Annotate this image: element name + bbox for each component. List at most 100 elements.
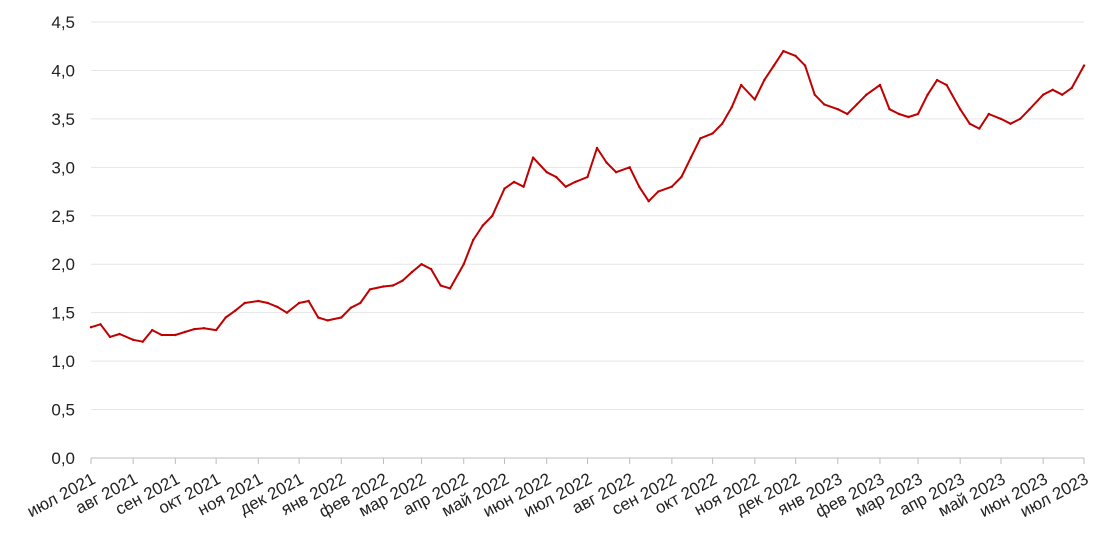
data-point — [503, 187, 506, 190]
data-point — [586, 175, 589, 179]
data-point — [326, 319, 329, 322]
data-point — [595, 146, 599, 150]
data-point — [878, 83, 882, 87]
data-point — [888, 108, 891, 111]
data-point — [935, 78, 939, 82]
data-point — [183, 330, 187, 334]
data-point — [401, 279, 404, 282]
data-point — [959, 108, 962, 111]
data-point — [794, 54, 797, 58]
data-point — [512, 180, 516, 184]
data-point — [276, 305, 279, 309]
y-tick-label: 1,5 — [51, 304, 75, 323]
data-point — [813, 93, 816, 96]
data-point — [865, 93, 868, 96]
data-point — [978, 127, 981, 130]
data-point — [160, 333, 163, 337]
data-point — [1082, 64, 1086, 67]
data-point — [711, 132, 714, 135]
data-point — [987, 112, 990, 116]
y-tick-label: 2,0 — [51, 255, 75, 274]
y-tick-label: 4,5 — [51, 13, 75, 32]
data-point — [410, 270, 414, 274]
data-point — [174, 333, 177, 337]
y-tick-label: 0,5 — [51, 401, 75, 420]
data-point — [307, 299, 310, 303]
data-point — [224, 316, 227, 319]
y-tick-label: 1,0 — [51, 352, 75, 371]
data-point — [1061, 93, 1064, 96]
data-point — [141, 340, 144, 343]
data-point — [614, 171, 618, 174]
data-point — [730, 106, 733, 109]
data-point — [214, 328, 218, 332]
data-point — [429, 267, 433, 271]
data-point — [522, 185, 525, 188]
data-point — [382, 285, 385, 288]
data-point — [564, 185, 567, 188]
data-point — [1028, 108, 1031, 111]
data-point — [803, 64, 807, 67]
data-point — [132, 338, 135, 341]
series-line — [90, 50, 1085, 343]
data-point — [605, 161, 608, 164]
y-tick-label: 3,0 — [51, 158, 75, 177]
data-point — [680, 175, 683, 179]
data-point — [448, 287, 452, 290]
data-point — [368, 288, 372, 291]
data-point — [772, 64, 776, 67]
data-point — [1042, 93, 1045, 96]
data-point — [462, 263, 465, 266]
data-point — [266, 301, 269, 305]
y-tick-label: 2,5 — [51, 207, 75, 226]
y-tick-label: 4,0 — [51, 61, 75, 80]
data-point — [574, 180, 577, 184]
data-point — [420, 263, 423, 266]
data-point — [855, 103, 858, 106]
data-point — [1009, 122, 1012, 125]
data-point — [391, 284, 395, 287]
data-point — [234, 309, 237, 312]
data-point — [782, 49, 785, 53]
data-point — [285, 311, 289, 314]
data-point — [647, 200, 650, 203]
data-point — [926, 93, 929, 96]
data-point — [491, 214, 494, 217]
data-point — [472, 238, 475, 242]
data-point — [916, 112, 920, 116]
data-point — [670, 185, 673, 188]
data-point — [638, 185, 641, 188]
data-point — [1051, 88, 1054, 92]
data-point — [999, 117, 1003, 121]
data-point — [907, 115, 910, 119]
series-group — [89, 49, 1086, 343]
data-point — [657, 190, 660, 193]
data-point — [243, 301, 246, 305]
data-point — [1070, 86, 1074, 90]
data-point — [297, 301, 301, 305]
data-point — [439, 284, 442, 287]
data-point — [823, 103, 826, 106]
data-point — [740, 83, 743, 87]
y-axis: 0,0 0,5 1,0 1,5 2,0 2,5 3,0 3,5 4,0 4,5 — [51, 13, 75, 468]
data-point — [545, 171, 548, 174]
data-point — [340, 316, 343, 319]
data-point — [945, 83, 948, 87]
data-point — [108, 335, 112, 339]
data-point — [193, 327, 196, 331]
data-point — [349, 306, 352, 309]
data-point — [89, 326, 93, 329]
data-point — [317, 316, 320, 319]
data-point — [699, 137, 702, 140]
data-point — [1018, 117, 1022, 121]
data-point — [555, 175, 558, 179]
data-point — [118, 332, 121, 336]
data-point — [836, 108, 839, 111]
data-point — [897, 112, 901, 116]
data-point — [151, 328, 154, 332]
y-tick-label: 3,5 — [51, 110, 75, 129]
data-point — [753, 98, 756, 101]
